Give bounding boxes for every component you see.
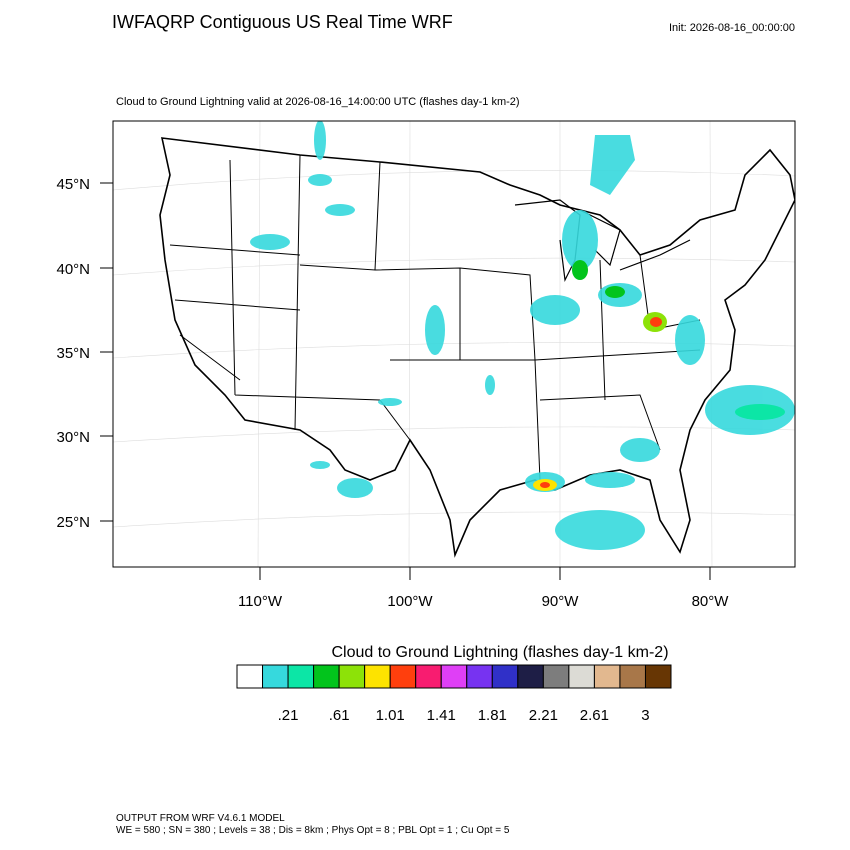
colorbar-box (364, 664, 391, 689)
lon-label: 100°W (387, 593, 433, 610)
lat-label: 40°N (56, 261, 90, 278)
lat-label: 45°N (56, 176, 90, 193)
colorbar-label: 2.61 (580, 707, 609, 724)
colorbar-box (491, 664, 519, 689)
lat-label: 25°N (56, 514, 90, 531)
colorbar-box (440, 664, 468, 689)
colorbar-box (236, 664, 264, 689)
colorbar-label: .21 (278, 707, 299, 724)
lat-label: 30°N (56, 429, 90, 446)
colorbar-box (338, 664, 366, 689)
colorbar-box (313, 664, 340, 689)
colorbar-box (466, 664, 493, 689)
colorbar-label: 1.81 (478, 707, 507, 724)
colorbar-label: .61 (329, 707, 350, 724)
us-outline (159, 137, 795, 558)
colorbar-label: 1.41 (427, 707, 456, 724)
colorbar-box (389, 664, 417, 689)
colorbar: .21 .61 1.01 1.41 1.81 2.21 2.61 3 (236, 664, 672, 724)
init-time: Init: 2026-08-16_00:00:00 (669, 22, 795, 34)
colorbar-box (542, 664, 570, 689)
colorbar-box (287, 664, 315, 689)
colorbar-box (262, 664, 289, 689)
lat-label: 35°N (56, 345, 90, 362)
title: IWFAQRP Contiguous US Real Time WRF (112, 12, 453, 32)
footer-line: WE = 580 ; SN = 380 ; Levels = 38 ; Dis … (116, 825, 510, 836)
graticule (113, 121, 795, 567)
subtitle: Cloud to Ground Lightning valid at 2026-… (116, 96, 520, 108)
colorbar-box (644, 664, 672, 689)
colorbar-label: 1.01 (376, 707, 405, 724)
colorbar-box (593, 664, 621, 689)
colorbar-box (568, 664, 595, 689)
lon-label: 80°W (692, 593, 730, 610)
map-frame (112, 120, 796, 568)
lon-label: 110°W (238, 593, 283, 610)
colorbar-box (415, 664, 442, 689)
lightning-areas (250, 121, 795, 550)
lon-label: 90°W (542, 593, 580, 610)
state-lines (169, 154, 701, 481)
colorbar-title: Cloud to Ground Lightning (flashes day-1… (331, 644, 668, 661)
footer-line: OUTPUT FROM WRF V4.6.1 MODEL (116, 813, 285, 824)
great-lakes (514, 199, 691, 283)
high-lightning (533, 260, 785, 491)
colorbar-box (619, 664, 646, 689)
colorbar-label: 3 (641, 707, 649, 724)
colorbar-box (517, 664, 544, 689)
map-area (113, 121, 795, 567)
colorbar-label: 2.21 (529, 707, 558, 724)
